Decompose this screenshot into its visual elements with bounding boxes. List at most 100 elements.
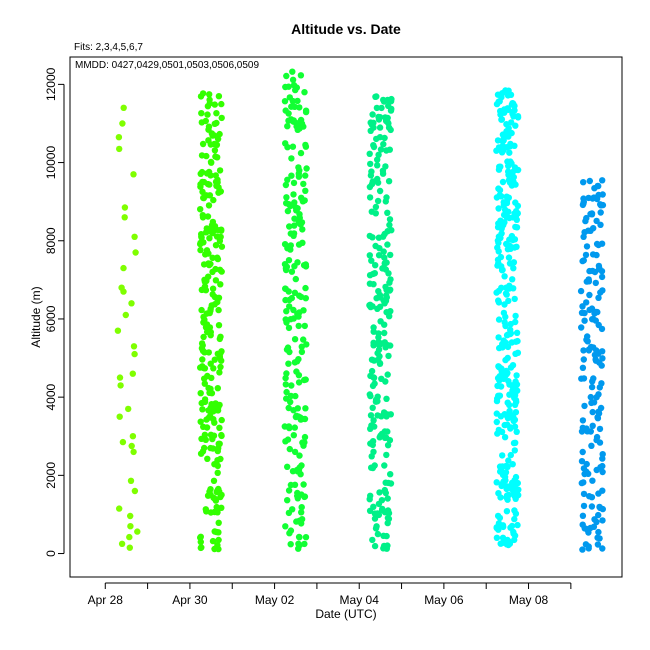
data-point: [374, 510, 381, 517]
data-point: [302, 284, 309, 292]
data-point: [199, 356, 206, 363]
data-point: [505, 162, 512, 170]
data-point: [513, 428, 520, 435]
data-point: [383, 451, 390, 459]
data-point: [366, 150, 373, 157]
data-point: [586, 306, 593, 314]
data-point: [580, 502, 588, 510]
data-point: [282, 181, 290, 189]
data-point: [590, 225, 597, 232]
data-point: [388, 95, 395, 103]
data-point: [504, 369, 511, 377]
data-point: [374, 530, 382, 538]
x-axis: Apr 28 Apr 30 May 02 May 04 May 06 May 08: [88, 582, 572, 607]
data-point: [128, 442, 135, 450]
x-tick-label: May 02: [255, 593, 295, 607]
data-point: [115, 134, 123, 141]
data-point: [593, 251, 600, 259]
data-point: [302, 534, 310, 541]
data-point: [296, 125, 303, 132]
data-point: [380, 248, 387, 255]
data-point: [197, 544, 204, 552]
data-point: [201, 444, 208, 452]
data-point: [500, 211, 508, 219]
data-point: [375, 330, 382, 337]
data-point: [379, 170, 387, 177]
data-point: [386, 313, 393, 320]
data-point: [499, 452, 506, 459]
data-point: [493, 534, 501, 541]
data-point: [218, 114, 225, 122]
data-point: [214, 154, 221, 161]
data-point: [120, 264, 127, 272]
data-point: [514, 349, 522, 356]
data-point: [381, 509, 389, 516]
data-point: [501, 319, 508, 326]
data-point: [197, 206, 204, 213]
data-point: [204, 213, 212, 220]
data-point: [198, 306, 205, 314]
data-point: [592, 357, 600, 364]
data-point: [385, 352, 392, 360]
data-point: [501, 301, 508, 308]
data-point: [218, 416, 225, 424]
data-point: [291, 424, 298, 431]
data-point: [499, 142, 506, 150]
data-point: [198, 234, 205, 241]
data-point: [291, 222, 298, 229]
data-point: [130, 171, 137, 178]
data-point: [384, 495, 391, 502]
data-point: [214, 462, 221, 469]
data-point: [504, 496, 511, 503]
data-point: [296, 452, 303, 459]
data-point: [295, 545, 302, 552]
data-point: [127, 523, 134, 530]
data-point: [284, 344, 292, 351]
data-point: [366, 280, 374, 287]
data-point: [383, 395, 390, 402]
data-point: [507, 91, 515, 99]
data-point: [368, 208, 375, 215]
data-point: [378, 375, 385, 382]
data-point: [585, 227, 592, 234]
data-point: [493, 147, 500, 154]
data-point: [283, 388, 290, 396]
data-point: [197, 450, 205, 457]
data-point: [598, 325, 606, 333]
data-point: [302, 405, 309, 412]
data-point: [578, 309, 586, 316]
data-point: [501, 273, 508, 280]
data-point: [507, 425, 514, 432]
data-point: [506, 179, 514, 186]
data-point: [298, 504, 305, 511]
data-point: [121, 214, 128, 221]
data-point: [287, 230, 294, 237]
data-point: [381, 260, 388, 267]
data-point: [372, 398, 380, 405]
data-point: [296, 517, 303, 524]
data-point: [129, 433, 137, 440]
data-point: [302, 187, 309, 194]
data-point: [495, 316, 503, 323]
data-point: [506, 149, 513, 156]
data-point: [368, 356, 376, 363]
data-point: [577, 287, 585, 295]
data-point: [197, 170, 204, 177]
data-point: [377, 146, 385, 153]
data-point: [580, 490, 588, 498]
data-point: [283, 308, 290, 315]
data-point: [590, 523, 598, 530]
data-point: [285, 360, 292, 367]
plot-frame: [69, 56, 623, 578]
data-point: [580, 356, 587, 363]
data-point: [288, 268, 296, 275]
data-point: [290, 117, 297, 124]
data-point: [384, 371, 391, 378]
data-point: [371, 515, 379, 522]
data-point: [579, 546, 586, 553]
data-point: [582, 541, 590, 548]
data-point: [119, 438, 127, 446]
data-point: [591, 351, 599, 359]
data-point: [283, 194, 290, 201]
data-point: [287, 246, 294, 253]
